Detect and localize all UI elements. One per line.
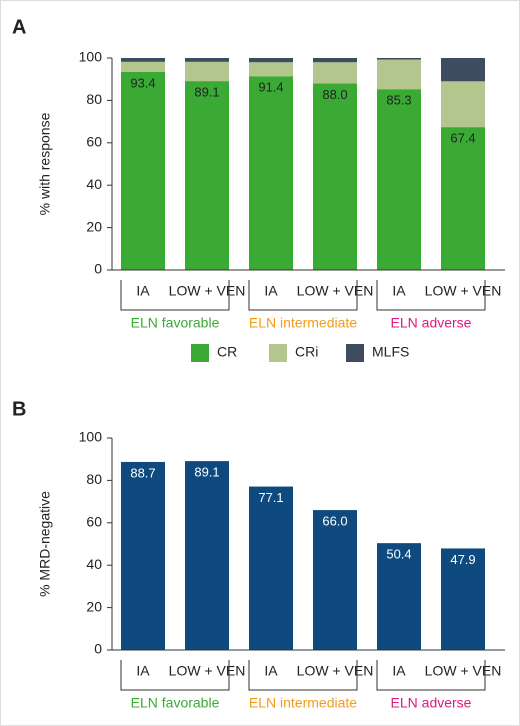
y-tick-label: 40 [86, 556, 102, 572]
y-tick-label: 0 [94, 261, 102, 277]
y-tick-label: 40 [86, 176, 102, 192]
y-tick-label: 80 [86, 91, 102, 107]
legend-swatch [269, 344, 287, 362]
group-label: ELN adverse [391, 695, 472, 711]
bar-segment [185, 61, 229, 82]
group-bracket [248, 280, 358, 311]
y-tick-label: 60 [86, 514, 102, 530]
group-bracket [376, 280, 486, 311]
bar-segment [121, 58, 165, 62]
bar-segment [313, 58, 357, 63]
bar-segment [441, 81, 485, 128]
group-bracket [248, 660, 358, 691]
bar-segment [121, 61, 165, 72]
value-label: 47.9 [450, 552, 475, 567]
group-bracket [120, 660, 230, 691]
x-tick-label: LOW + VEN [297, 663, 374, 679]
value-label: 50.4 [386, 547, 411, 562]
bar-segment [249, 62, 293, 77]
bar [313, 510, 357, 650]
bar [377, 543, 421, 650]
legend-swatch [346, 344, 364, 362]
value-label: 67.4 [450, 131, 475, 146]
x-tick-label: LOW + VEN [297, 283, 374, 299]
group-label: ELN favorable [131, 315, 220, 331]
y-tick-label: 0 [94, 641, 102, 657]
bar-segment [249, 76, 293, 271]
bar [441, 548, 485, 650]
x-tick-label: IA [136, 283, 150, 299]
group-label: ELN adverse [391, 315, 472, 331]
bar-segment [377, 89, 421, 270]
bar-segment [441, 58, 485, 82]
y-tick-label: 20 [86, 218, 102, 234]
panel-label: B [12, 398, 26, 420]
bar-segment [185, 81, 229, 270]
bar [185, 461, 229, 650]
bar-segment [313, 62, 357, 84]
value-label: 91.4 [258, 80, 283, 95]
bar-segment [313, 83, 357, 270]
value-label: 66.0 [322, 514, 347, 529]
y-tick-label: 100 [79, 429, 103, 445]
legend-swatch [191, 344, 209, 362]
x-tick-label: LOW + VEN [425, 663, 502, 679]
bar [121, 461, 165, 650]
group-bracket [120, 280, 230, 311]
bar-segment [185, 58, 229, 62]
group-label: ELN intermediate [249, 695, 357, 711]
value-label: 88.7 [130, 465, 155, 480]
x-tick-label: IA [392, 283, 406, 299]
value-label: 89.1 [194, 465, 219, 480]
x-tick-label: IA [264, 663, 278, 679]
y-tick-label: 80 [86, 471, 102, 487]
group-bracket [376, 660, 486, 691]
legend-label: CRi [295, 344, 318, 360]
x-tick-label: IA [264, 283, 278, 299]
value-label: 93.4 [130, 75, 155, 90]
bar-segment [121, 71, 165, 270]
bar-segment [377, 59, 421, 90]
x-tick-label: LOW + VEN [169, 663, 246, 679]
y-tick-label: 60 [86, 134, 102, 150]
group-label: ELN favorable [131, 695, 220, 711]
x-tick-label: LOW + VEN [169, 283, 246, 299]
x-tick-label: IA [136, 663, 150, 679]
legend-label: CR [217, 344, 237, 360]
x-tick-label: IA [392, 663, 406, 679]
panel-label: A [12, 16, 26, 38]
y-tick-label: 20 [86, 598, 102, 614]
y-axis-label: % MRD-negative [37, 491, 53, 597]
y-tick-label: 100 [79, 49, 103, 65]
bar-segment [441, 127, 485, 270]
value-label: 88.0 [322, 87, 347, 102]
bar [249, 486, 293, 650]
value-label: 89.1 [194, 85, 219, 100]
value-label: 85.3 [386, 93, 411, 108]
legend-label: MLFS [372, 344, 409, 360]
bar-segment [377, 58, 421, 60]
value-label: 77.1 [258, 490, 283, 505]
bar-segment [249, 58, 293, 63]
group-label: ELN intermediate [249, 315, 357, 331]
y-axis-label: % with response [37, 112, 53, 215]
x-tick-label: LOW + VEN [425, 283, 502, 299]
